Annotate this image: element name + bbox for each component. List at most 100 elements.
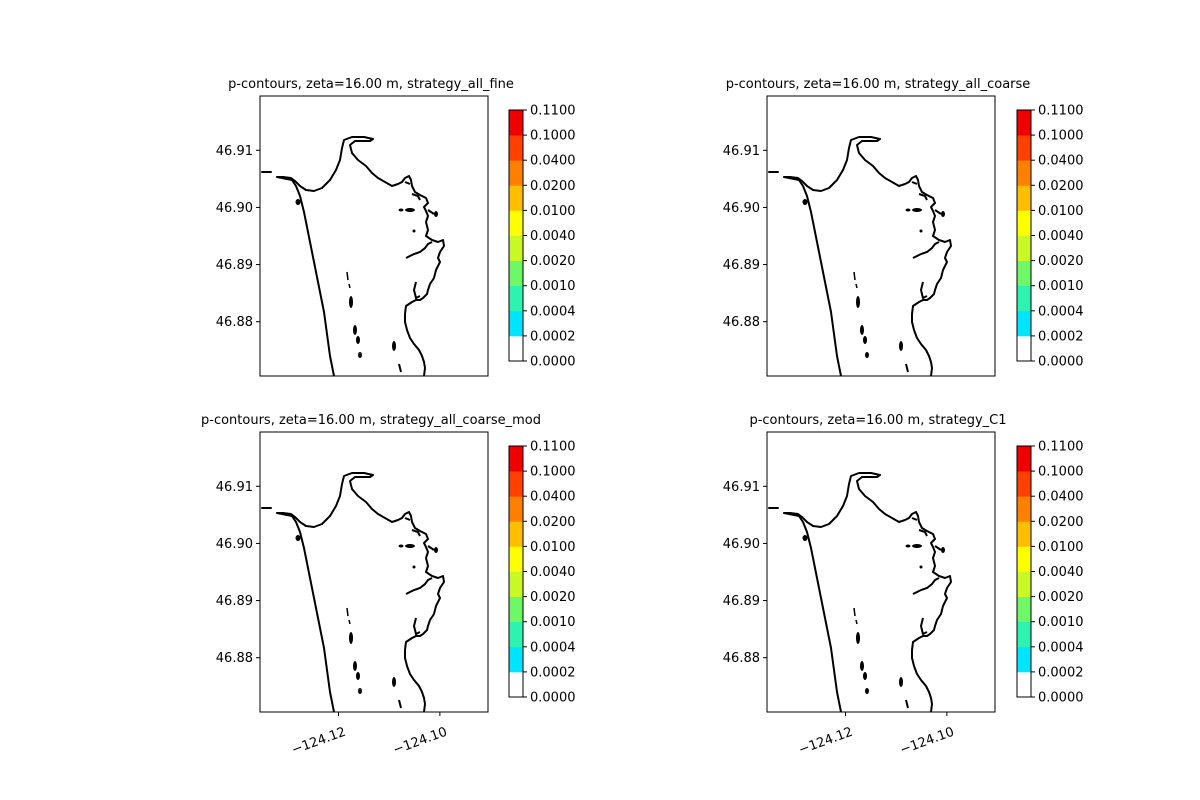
colorbar-segment bbox=[509, 285, 523, 312]
coastline bbox=[261, 472, 445, 712]
colorbar-segment bbox=[509, 310, 523, 337]
y-tick-label: 46.89 bbox=[216, 594, 253, 609]
colorbar-segment bbox=[509, 335, 523, 362]
axes-frame bbox=[766, 431, 996, 713]
colorbar-segment bbox=[1017, 110, 1031, 136]
colorbar-tick-label: 0.0004 bbox=[530, 640, 576, 655]
colorbar-tick-label: 0.0002 bbox=[1038, 329, 1084, 344]
colorbar-tick-label: 0.0040 bbox=[1038, 565, 1084, 580]
colorbar-segment bbox=[1017, 596, 1031, 623]
colorbar-tick-label: 0.0010 bbox=[530, 615, 576, 630]
colorbar-tick-label: 0.0040 bbox=[1038, 229, 1084, 244]
y-tick-label: 46.90 bbox=[216, 537, 253, 552]
colorbar-tick-label: 0.0000 bbox=[1038, 691, 1084, 706]
colorbar-tick-label: 0.0004 bbox=[1038, 640, 1084, 655]
colorbar-segment bbox=[509, 446, 523, 472]
y-tick-label: 46.89 bbox=[723, 258, 760, 273]
colorbar-segment bbox=[509, 110, 523, 136]
axes-frame bbox=[259, 95, 489, 377]
colorbar-tick-label: 0.0100 bbox=[530, 540, 576, 555]
colorbar-tick-label: 0.1000 bbox=[1038, 465, 1084, 480]
colorbar-tick-label: 0.0200 bbox=[1038, 179, 1084, 194]
colorbar-segment bbox=[509, 210, 523, 236]
coastline bbox=[261, 136, 445, 376]
axes-frame bbox=[259, 431, 489, 713]
x-tick-label: −124.10 bbox=[391, 725, 449, 758]
colorbar-segment bbox=[509, 235, 523, 261]
colorbar-segment bbox=[509, 621, 523, 648]
colorbar-tick-label: 0.0200 bbox=[530, 179, 576, 194]
panel-1: p-contours, zeta=16.00 m, strategy_all_f… bbox=[216, 77, 576, 377]
colorbar-tick-label: 0.0020 bbox=[1038, 590, 1084, 605]
colorbar-segment bbox=[1017, 646, 1031, 673]
colorbar-tick-label: 0.0400 bbox=[530, 490, 576, 505]
colorbar-tick-label: 0.1000 bbox=[530, 465, 576, 480]
colorbar-tick-label: 0.1000 bbox=[1038, 129, 1084, 144]
colorbar-segment bbox=[509, 521, 523, 547]
colorbar-segment bbox=[1017, 546, 1031, 572]
y-tick-label: 46.88 bbox=[216, 315, 253, 330]
x-tick-label: −124.10 bbox=[898, 725, 956, 758]
colorbar-tick-label: 0.0400 bbox=[1038, 490, 1084, 505]
colorbar-tick-label: 0.0000 bbox=[530, 355, 576, 370]
x-tick-label: −124.12 bbox=[797, 725, 855, 758]
colorbar-segment bbox=[509, 496, 523, 522]
colorbar-segment bbox=[509, 671, 523, 698]
panel-title: p-contours, zeta=16.00 m, strategy_all_c… bbox=[726, 77, 1031, 92]
y-tick-label: 46.90 bbox=[723, 201, 760, 216]
y-tick-label: 46.90 bbox=[216, 201, 253, 216]
colorbar-tick-label: 0.0100 bbox=[1038, 204, 1084, 219]
panel-2: p-contours, zeta=16.00 m, strategy_all_c… bbox=[723, 77, 1084, 377]
colorbar-tick-label: 0.0020 bbox=[530, 590, 576, 605]
colorbar-segment bbox=[509, 646, 523, 673]
colorbar-segment bbox=[1017, 310, 1031, 337]
colorbar-tick-label: 0.1000 bbox=[530, 129, 576, 144]
y-tick-label: 46.91 bbox=[216, 144, 253, 159]
colorbar-tick-label: 0.0002 bbox=[530, 329, 576, 344]
colorbar-segment bbox=[1017, 260, 1031, 287]
colorbar-segment bbox=[1017, 446, 1031, 472]
colorbar-tick-label: 0.0400 bbox=[1038, 154, 1084, 169]
colorbar-tick-label: 0.0010 bbox=[1038, 615, 1084, 630]
y-tick-label: 46.89 bbox=[723, 594, 760, 609]
colorbar-segment bbox=[1017, 671, 1031, 698]
colorbar-segment bbox=[509, 185, 523, 211]
colorbar-segment bbox=[509, 135, 523, 161]
colorbar-segment bbox=[1017, 235, 1031, 261]
y-tick-label: 46.91 bbox=[723, 144, 760, 159]
colorbar-tick-label: 0.0040 bbox=[530, 229, 576, 244]
colorbar-tick-label: 0.0002 bbox=[530, 665, 576, 680]
colorbar-tick-label: 0.0020 bbox=[1038, 254, 1084, 269]
colorbar-segment bbox=[1017, 160, 1031, 186]
colorbar-segment bbox=[1017, 496, 1031, 522]
y-tick-label: 46.88 bbox=[723, 315, 760, 330]
colorbar-tick-label: 0.0020 bbox=[530, 254, 576, 269]
colorbar-segment bbox=[1017, 621, 1031, 648]
axes-frame bbox=[766, 95, 996, 377]
y-tick-label: 46.88 bbox=[216, 651, 253, 666]
colorbar-segment bbox=[1017, 285, 1031, 312]
colorbar-tick-label: 0.1100 bbox=[1038, 104, 1084, 119]
coastline bbox=[768, 136, 952, 376]
colorbar-tick-label: 0.0002 bbox=[1038, 665, 1084, 680]
colorbar-tick-label: 0.0100 bbox=[1038, 540, 1084, 555]
colorbar-tick-label: 0.0010 bbox=[530, 279, 576, 294]
colorbar-segment bbox=[509, 596, 523, 623]
colorbar-tick-label: 0.0040 bbox=[530, 565, 576, 580]
coastline bbox=[768, 472, 952, 712]
colorbar-tick-label: 0.0000 bbox=[530, 691, 576, 706]
panel-title: p-contours, zeta=16.00 m, strategy_all_c… bbox=[201, 413, 541, 428]
colorbar-segment bbox=[509, 546, 523, 572]
colorbar-segment bbox=[509, 471, 523, 497]
panel-3: p-contours, zeta=16.00 m, strategy_all_c… bbox=[201, 413, 575, 758]
colorbar-tick-label: 0.0200 bbox=[1038, 515, 1084, 530]
y-tick-label: 46.91 bbox=[723, 480, 760, 495]
y-tick-label: 46.88 bbox=[723, 651, 760, 666]
colorbar-tick-label: 0.1100 bbox=[1038, 440, 1084, 455]
panel-title: p-contours, zeta=16.00 m, strategy_all_f… bbox=[228, 77, 514, 92]
colorbar-tick-label: 0.0000 bbox=[1038, 355, 1084, 370]
colorbar-segment bbox=[1017, 571, 1031, 597]
y-tick-label: 46.90 bbox=[723, 537, 760, 552]
colorbar-tick-label: 0.1100 bbox=[530, 104, 576, 119]
